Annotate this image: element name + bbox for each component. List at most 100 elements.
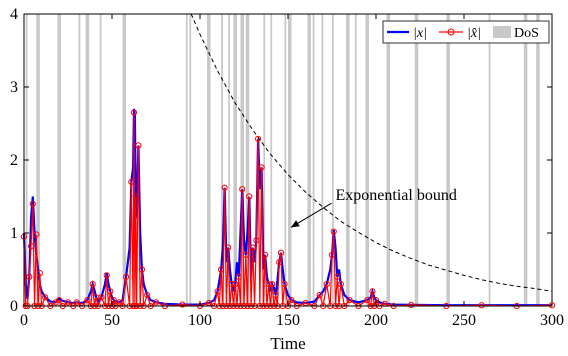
series-x-hat-point — [122, 273, 130, 280]
series-x-hat-point — [179, 301, 186, 308]
dos-band — [221, 14, 223, 306]
dos-band — [312, 14, 315, 306]
series-x-hat-point — [316, 291, 323, 299]
dos-band — [288, 14, 292, 306]
dos-band — [78, 14, 81, 306]
series-x-hat-point — [232, 281, 239, 288]
dos-band — [207, 14, 211, 306]
x-tick-label: 250 — [452, 312, 476, 329]
series-x-hat-abs-line — [23, 112, 553, 309]
series-x-hat-point — [323, 281, 330, 288]
series-x-hat-point — [228, 281, 235, 288]
series-x-hat-point — [130, 109, 138, 116]
y-tick-label: 0 — [10, 298, 18, 315]
dos-band — [57, 14, 61, 306]
series-x-hat-point — [235, 273, 242, 280]
dos-band — [332, 14, 334, 306]
series-layer — [22, 13, 553, 309]
dos-band — [263, 14, 266, 306]
series-x-hat-point — [144, 291, 151, 299]
dos-band — [270, 14, 273, 306]
series-x-hat-point — [408, 301, 415, 309]
series-x-hat-point — [89, 281, 96, 288]
dos-band — [386, 14, 391, 306]
legend: |x| |x̂| DoS — [382, 20, 550, 44]
series-x-hat-point — [330, 228, 337, 235]
annotation-layer: Exponential bound — [290, 187, 457, 228]
series-x-hat-point — [254, 135, 262, 142]
x-tick-label: 100 — [188, 312, 212, 329]
dos-band — [228, 14, 230, 306]
dos-band — [307, 14, 311, 306]
dos-band — [233, 14, 237, 306]
legend-swatch-dos — [493, 26, 511, 38]
x-axis-title: Time — [270, 334, 305, 353]
series-x-hat-point — [258, 164, 265, 171]
series-x-hat-point — [253, 237, 260, 244]
series-x-hat-point — [218, 266, 225, 273]
dos-band — [354, 14, 357, 306]
series-x-hat-point — [369, 288, 376, 295]
series-x-hat-point — [221, 184, 228, 191]
series-x-hat-point — [328, 251, 336, 258]
series-x-hat-point — [346, 297, 353, 304]
dos-band — [185, 14, 188, 306]
series-x-hat-point — [277, 249, 285, 256]
series-x-hat-point — [27, 243, 35, 250]
dos-band — [99, 14, 102, 306]
series-x-hat-point — [42, 294, 49, 301]
series-x-hat-point — [364, 297, 371, 304]
series-x-hat-point — [56, 297, 63, 304]
legend-label-x-hat-abs: |x̂| — [467, 26, 481, 41]
series-x-hat-point — [29, 200, 36, 207]
dos-band — [36, 14, 40, 306]
series-x-hat-point — [337, 281, 344, 288]
x-tick-label: 200 — [364, 312, 388, 329]
series-x-hat-point — [214, 288, 221, 295]
dos-band — [189, 14, 192, 306]
series-x-hat-point — [128, 178, 135, 185]
series-x-hat-point — [246, 193, 253, 200]
legend-marker-x-hat-abs — [447, 28, 455, 36]
dos-bands — [25, 14, 540, 306]
series-x-hat-point — [276, 259, 283, 266]
dos-band — [321, 14, 324, 306]
x-tick-label: 50 — [104, 312, 120, 329]
annotation-arrow-head — [291, 220, 300, 228]
dos-band — [446, 14, 450, 306]
x-tick-label: 300 — [540, 312, 564, 329]
series-x-hat-point — [288, 297, 295, 304]
legend-label-x-abs: |x| — [413, 26, 427, 41]
series-x-hat-point — [138, 266, 146, 273]
dos-band — [240, 14, 244, 306]
series-x-hat-point — [64, 299, 72, 306]
dos-band — [85, 14, 90, 306]
legend-label-dos: DoS — [514, 26, 539, 41]
series-x-hat-point — [249, 244, 256, 251]
series-x-hat-point — [115, 299, 123, 306]
annotation-label: Exponential bound — [336, 187, 457, 204]
dos-band — [245, 14, 250, 306]
y-tick-label: 2 — [10, 152, 18, 169]
dos-band — [488, 14, 491, 306]
series-x-hat-point — [269, 281, 276, 288]
series-x-hat-point — [36, 270, 43, 277]
y-tick-label: 1 — [10, 225, 18, 242]
series-x-hat-point — [281, 281, 288, 288]
series-x-hat-point — [135, 142, 142, 149]
y-tick-label: 4 — [10, 6, 18, 23]
exponential-bound-line — [190, 13, 553, 292]
series-x-hat-point — [26, 273, 33, 280]
series-x-hat-point — [107, 288, 114, 295]
series-x-hat-point — [239, 186, 246, 193]
series-x-hat-point — [84, 297, 91, 304]
series-x-hat-point — [132, 193, 139, 200]
series-x-hat-point — [478, 302, 485, 309]
dos-band — [365, 14, 369, 306]
axis-ticks: 0 50 100 150 200 250 300 0 1 2 3 4 — [10, 6, 564, 329]
series-x-hat-point — [265, 281, 272, 288]
series-x-hat-point — [262, 251, 269, 258]
series-x-hat-point — [103, 272, 110, 279]
dos-band — [284, 14, 287, 306]
